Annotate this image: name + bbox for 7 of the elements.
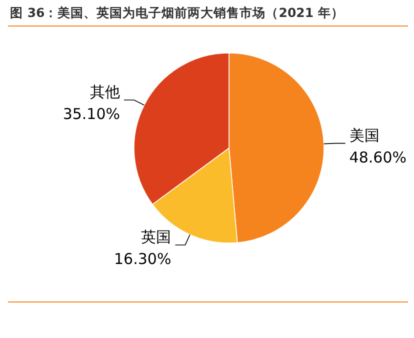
data-label: 48.60% [349,148,406,166]
data-label: 16.30% [114,250,172,268]
slice-label: 美国 [349,126,380,144]
slice-label: 英国 [141,228,172,246]
chart-title: 图 36：美国、英国为电子烟前两大销售市场（2021 年） [10,5,344,20]
slice-label: 其他 [90,82,120,101]
data-label: 35.10% [62,104,120,123]
